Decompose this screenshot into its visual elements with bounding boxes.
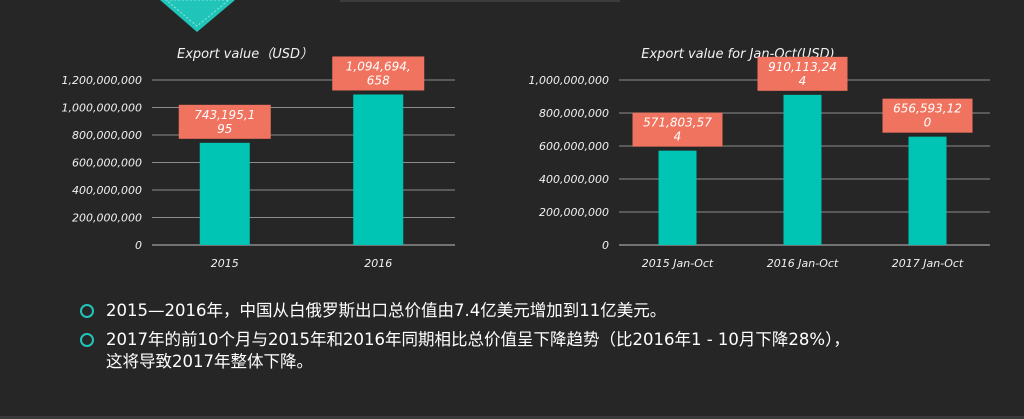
data-label-box [178,104,271,139]
circle-bullet-icon [80,333,94,347]
x-tick-label: 2016 [364,257,392,270]
y-tick-label: 1,200,000,000 [62,74,142,87]
bar [658,150,697,245]
y-tick-label: 0 [135,239,142,252]
y-tick-label: 1,000,000,000 [62,102,142,115]
chart-export-value-jan-oct: Export value for Jan-Oct(USD)0200,000,00… [529,47,990,270]
data-label: 658 [367,73,390,87]
data-label: 95 [217,122,232,136]
data-label: 1,094,694, [346,59,411,73]
y-tick-label: 800,000,000 [72,129,142,142]
y-tick-label: 200,000,000 [72,212,142,225]
bullet-list: 2015—2016年，中国从白俄罗斯出口总价值由7.4亿美元增加到11亿美元。 … [80,300,980,380]
y-tick-label: 600,000,000 [539,140,609,153]
y-tick-label: 0 [602,239,609,252]
y-tick-label: 1,000,000,000 [529,74,609,87]
data-label-box [882,98,973,133]
bullet-text: 2017年的前10个月与2015年和2016年同期相比总价值呈下降趋势（比201… [106,330,850,371]
data-label: 910,113,24 [768,60,837,74]
chart-export-value: Export value（USD） 0 200,000,000 400,000,000… [62,46,455,270]
data-label-box [632,112,723,147]
x-tick-label: 2016 Jan-Oct [767,257,839,270]
x-tick-label: 2017 Jan-Oct [892,257,964,270]
data-label-box [757,56,848,91]
data-label: 4 [799,74,807,88]
y-tick-label: 600,000,000 [72,157,142,170]
bullet-item: 2017年的前10个月与2015年和2016年同期相比总价值呈下降趋势（比201… [80,329,980,373]
bottom-divider [0,416,1024,419]
bullet-item: 2015—2016年，中国从白俄罗斯出口总价值由7.4亿美元增加到11亿美元。 [80,300,980,322]
bullet-text: 2015—2016年，中国从白俄罗斯出口总价值由7.4亿美元增加到11亿美元。 [106,301,667,320]
data-label: 571,803,57 [643,116,712,130]
y-tick-label: 400,000,000 [539,173,609,186]
y-tick-label: 800,000,000 [539,107,609,120]
y-tick-label: 400,000,000 [72,184,142,197]
y-tick-label: 200,000,000 [539,206,609,219]
bar [353,94,404,245]
data-label: 743,195,1 [194,108,255,122]
data-label-box [332,56,425,91]
bar [783,94,822,245]
header-decoration [160,0,620,32]
data-label: 4 [674,130,682,144]
circle-bullet-icon [80,304,94,318]
x-tick-label: 2015 Jan-Oct [642,257,714,270]
x-tick-label: 2015 [211,257,239,270]
chart-title: Export value（USD） [177,46,313,62]
bar [908,136,947,245]
bar [199,142,250,245]
data-label: 656,593,12 [893,102,962,116]
data-label: 0 [924,116,932,130]
